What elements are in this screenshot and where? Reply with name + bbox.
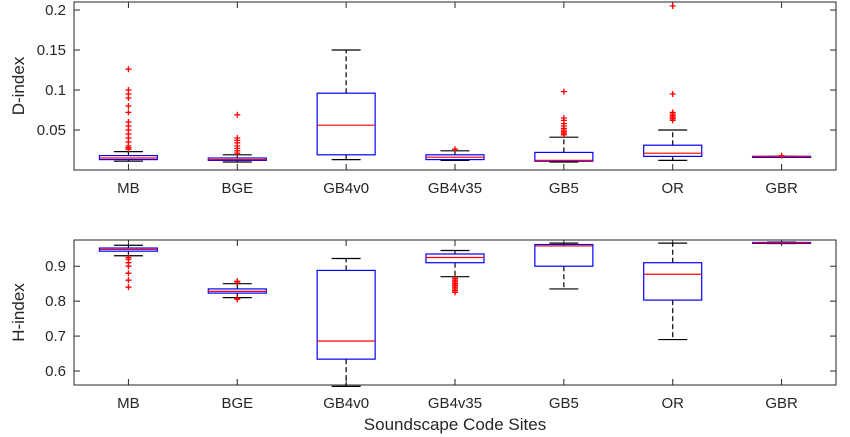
y-tick-label: 0.15 bbox=[37, 42, 66, 59]
y-tick-label: 0.9 bbox=[45, 258, 66, 275]
x-tick-label: GB4v0 bbox=[323, 180, 369, 197]
y-axis-title: H-index bbox=[9, 283, 28, 342]
x-tick-label: GB4v35 bbox=[428, 395, 482, 412]
box-mb bbox=[98, 244, 159, 291]
outlier-marker bbox=[669, 117, 676, 124]
iqr-box bbox=[316, 269, 376, 360]
outlier-marker bbox=[234, 296, 241, 303]
outlier-marker bbox=[560, 131, 567, 138]
box-bge bbox=[207, 111, 267, 163]
y-tick-label: 0.2 bbox=[45, 2, 66, 19]
box-or bbox=[643, 3, 703, 161]
box-gb4v35 bbox=[425, 249, 485, 296]
y-axis-title: D-index bbox=[9, 56, 28, 115]
y-tick-label: 0.6 bbox=[45, 363, 66, 380]
x-tick-label: BGE bbox=[221, 395, 253, 412]
x-tick-label: GB5 bbox=[549, 395, 579, 412]
outlier-marker bbox=[125, 66, 132, 73]
outlier-marker bbox=[125, 277, 132, 284]
y-tick-label: 0.8 bbox=[45, 293, 66, 310]
box-or bbox=[643, 242, 703, 341]
box-gb4v0 bbox=[316, 257, 376, 387]
x-axis-title: Soundscape Code Sites bbox=[364, 415, 546, 434]
x-tick-label: OR bbox=[661, 180, 684, 197]
y-tick-label: 0.05 bbox=[37, 122, 66, 139]
plot-frame bbox=[73, 1, 837, 171]
x-tick-label: OR bbox=[661, 395, 684, 412]
box-gbr bbox=[751, 152, 812, 159]
x-tick-label: GBR bbox=[765, 180, 798, 197]
outlier-marker bbox=[669, 91, 676, 97]
outlier-marker bbox=[125, 103, 132, 109]
iqr-box bbox=[534, 243, 594, 267]
outlier-marker bbox=[234, 150, 241, 157]
h-index-panel: 0.6 0.7 0.8 0.9 H-index MB BGE GB4v0 GB4v35 GB5 OR… bbox=[9, 239, 837, 434]
box-mb bbox=[98, 66, 159, 162]
outlier-marker bbox=[125, 95, 132, 101]
box-gbr bbox=[751, 241, 812, 245]
box-gb5 bbox=[534, 88, 594, 163]
x-tick-label: GB4v35 bbox=[428, 180, 482, 197]
box-gb4v35 bbox=[425, 146, 485, 161]
iqr-box bbox=[316, 92, 376, 156]
box-bge bbox=[207, 278, 267, 303]
outlier-marker bbox=[452, 289, 458, 296]
outlier-marker bbox=[669, 3, 676, 9]
iqr-box bbox=[534, 151, 594, 162]
outlier-marker bbox=[125, 146, 132, 153]
x-tick-label: MB bbox=[117, 395, 140, 412]
x-tick-label: MB bbox=[117, 180, 140, 197]
outlier-marker bbox=[560, 88, 567, 95]
iqr-box bbox=[643, 144, 703, 157]
plot-frame bbox=[73, 239, 837, 386]
outlier-marker bbox=[125, 270, 132, 277]
outlier-marker bbox=[125, 109, 132, 116]
outlier-marker bbox=[778, 152, 785, 159]
iqr-box bbox=[425, 253, 485, 264]
outlier-marker bbox=[234, 278, 241, 285]
x-tick-label: BGE bbox=[221, 180, 253, 197]
outlier-marker bbox=[125, 284, 132, 291]
y-tick-label: 0.1 bbox=[45, 82, 66, 99]
outlier-marker bbox=[452, 146, 458, 153]
outlier-marker bbox=[234, 111, 241, 118]
x-tick-label: GB4v0 bbox=[323, 395, 369, 412]
outlier-marker bbox=[125, 263, 132, 270]
box-gb4v0 bbox=[316, 49, 376, 161]
x-tick-label: GBR bbox=[765, 395, 798, 412]
y-tick-label: 0.7 bbox=[45, 328, 66, 345]
box-gb5 bbox=[534, 242, 594, 290]
x-tick-label: GB5 bbox=[549, 180, 579, 197]
iqr-box bbox=[643, 262, 703, 301]
d-index-panel: 0.05 0.1 0.15 0.2 D-index MB BGE GB4v0 GB4v35 GB5… bbox=[9, 1, 837, 197]
